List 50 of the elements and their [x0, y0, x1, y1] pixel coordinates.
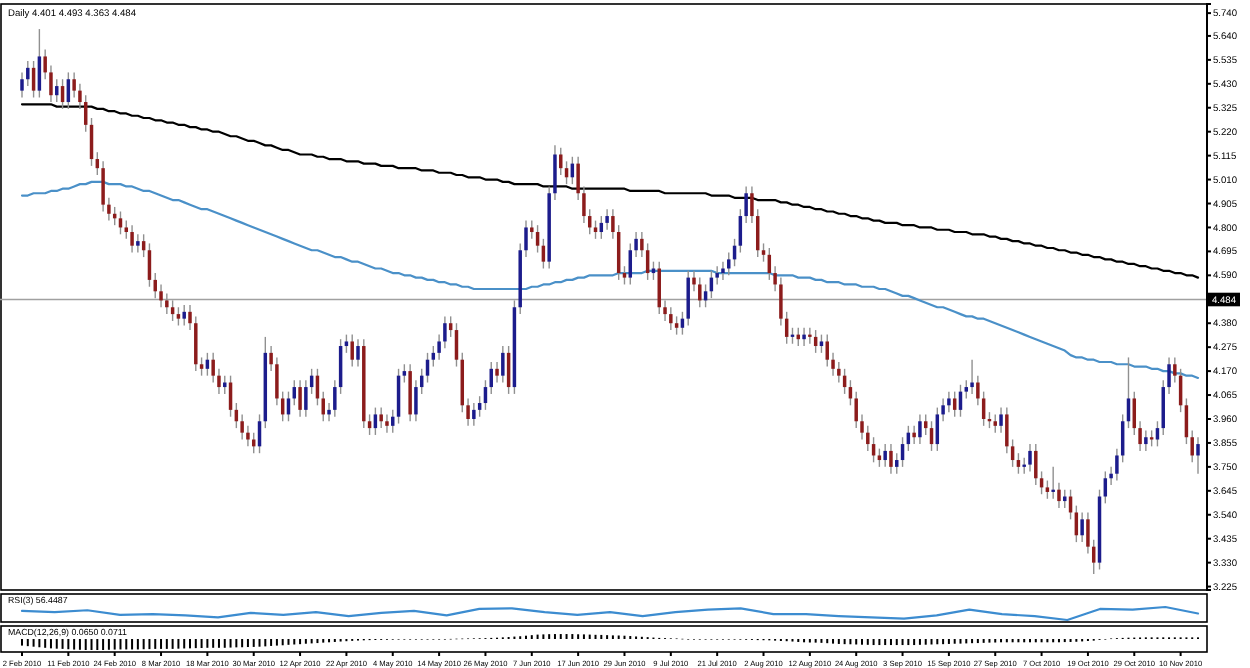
- candlestick: [350, 333, 354, 368]
- candlestick: [344, 333, 349, 354]
- candlestick: [918, 413, 922, 445]
- candlestick: [947, 390, 951, 413]
- candlestick: [686, 270, 690, 327]
- candlestick: [385, 413, 389, 434]
- candlestick: [1028, 443, 1032, 473]
- candlestick: [501, 345, 505, 384]
- candlestick: [674, 315, 679, 336]
- candlestick: [819, 333, 824, 354]
- candlestick: [651, 260, 656, 281]
- candlestick: [472, 402, 476, 427]
- candlestick: [402, 363, 407, 384]
- candlestick: [136, 233, 140, 254]
- candlestick: [622, 265, 627, 286]
- candlestick: [379, 406, 383, 429]
- candlestick: [605, 208, 609, 231]
- candlestick: [1034, 443, 1038, 486]
- candlestick: [1144, 429, 1148, 452]
- candlestick: [999, 406, 1003, 434]
- candlestick: [912, 425, 916, 445]
- line-series: [20, 103, 1200, 279]
- candlestick: [165, 292, 169, 315]
- candlestick: [1103, 470, 1108, 505]
- candlestick: [1155, 420, 1160, 448]
- candlestick: [993, 413, 997, 434]
- candlestick: [182, 304, 186, 327]
- candlestick: [825, 333, 829, 368]
- candlestick: [356, 338, 360, 368]
- candlestick: [101, 160, 105, 213]
- candlestick: [808, 327, 812, 345]
- candlestick: [802, 327, 806, 347]
- candlestick: [889, 443, 893, 475]
- candlestick: [298, 379, 302, 418]
- candlestick: [698, 276, 702, 308]
- candlestick: [761, 242, 766, 263]
- candlestick: [721, 260, 725, 281]
- candlestick: [952, 390, 957, 418]
- candlestick: [970, 359, 974, 395]
- candlestick: [1080, 511, 1084, 543]
- candlestick: [593, 219, 598, 240]
- candlestick: [883, 443, 887, 468]
- candlestick: [1051, 466, 1055, 500]
- candlestick: [408, 363, 412, 422]
- candlestick: [495, 361, 499, 384]
- candlestick: [176, 306, 181, 327]
- candlestick: [1196, 436, 1200, 475]
- candlestick: [877, 447, 882, 468]
- candlestick: [130, 224, 134, 254]
- candlestick: [669, 306, 673, 331]
